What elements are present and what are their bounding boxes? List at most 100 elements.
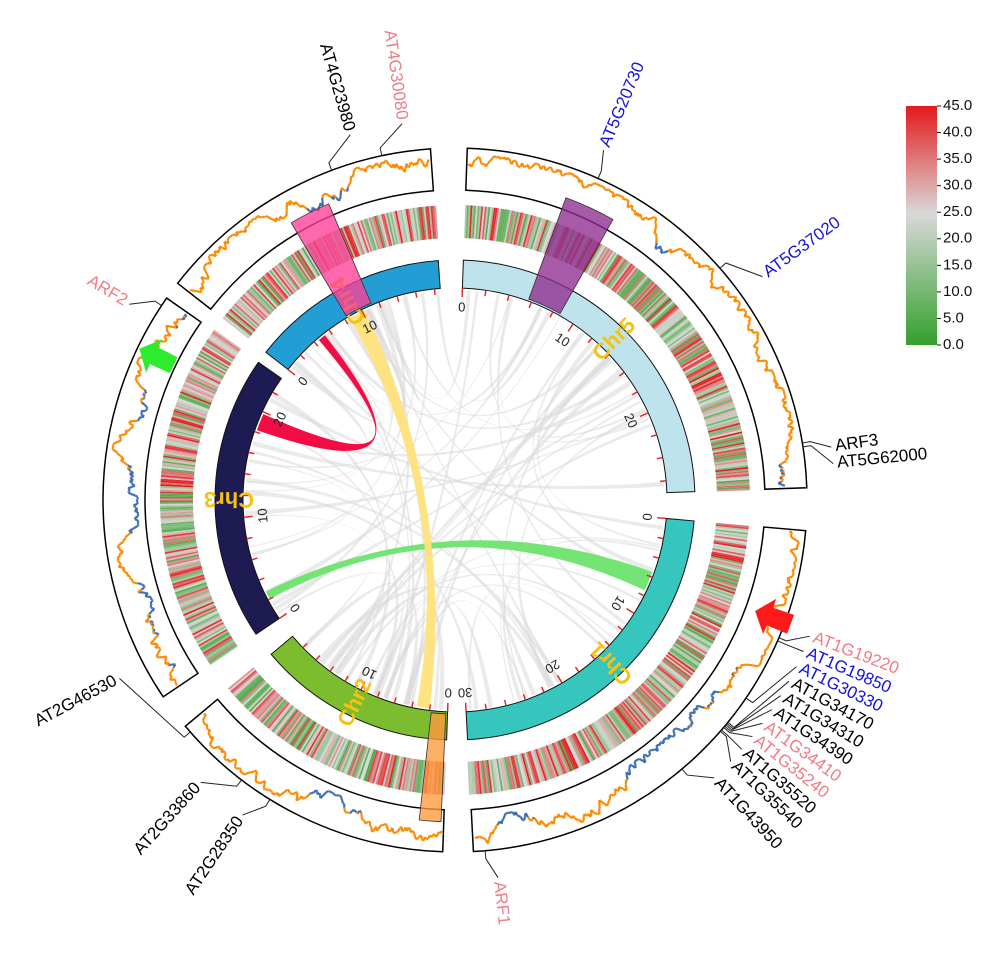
tick-label: 10 [608,593,628,613]
heatmap-cell [394,756,403,790]
heatmap-cell [632,282,657,309]
line-track-segment [785,409,788,413]
heatmap-cell [229,308,256,332]
line-track-segment [136,362,141,367]
line-track-segment [710,286,714,289]
line-track-segment [138,384,142,388]
line-track-segment [737,301,741,304]
heatmap-cell [712,445,746,454]
heatmap-cell [210,333,239,354]
line-track-segment [134,507,139,511]
line-track-segment [690,256,694,260]
heatmap-cell [418,207,424,241]
line-track-segment [260,215,264,219]
axis-tick [484,703,487,710]
heatmap-cell [178,394,211,408]
tick-label: 20 [270,410,290,429]
heatmap-cell [315,730,333,761]
line-track-segment [129,476,133,480]
axis-tick [262,410,271,416]
heatmap-cell [527,751,539,784]
heatmap-cell [699,393,731,408]
gene-label-leader [119,678,191,738]
line-track-segment [767,632,772,637]
line-track-segment [654,217,658,223]
line-track-segment [427,834,431,840]
heatmap-cell [689,616,720,633]
line-track-segment [242,772,245,776]
line-track-segment [139,367,143,371]
heatmap-cell [505,210,514,244]
heatmap-cell [353,745,367,778]
heatmap-cell [425,206,431,240]
line-track-segment [224,758,228,761]
line-track-segment [747,316,751,319]
heatmap-cell [714,463,748,470]
line-track-segment [238,767,242,770]
line-track-segment [660,251,664,254]
line-track-segment [218,245,223,249]
heatmap-cell [329,737,346,768]
background-link [502,554,651,701]
line-track-segment [155,654,159,658]
line-track-segment [144,591,149,595]
heatmap-cell [679,633,710,652]
line-track-segment [628,768,631,773]
heatmap-cell [521,214,532,247]
line-track-segment [790,435,793,439]
tick-label: 10 [255,508,271,524]
line-track-segment [555,815,559,819]
line-track-segment [763,652,767,656]
heatmap-cell [647,676,673,701]
heatmap-cell [305,726,324,756]
heatmap-cell [507,210,516,244]
line-track-segment [175,320,179,324]
line-track-segment [365,166,369,169]
heatmap-cell [697,598,729,613]
line-track-segment [742,308,746,312]
line-track-segment [165,328,170,334]
heatmap-cell [536,219,549,252]
heatmap-cell [166,555,200,565]
line-track-segment [155,642,159,646]
line-track-segment [121,433,126,437]
heatmap-cell [709,559,743,569]
line-track-segment [778,465,783,469]
heatmap-cell [714,533,748,541]
heatmap-cell [356,746,370,779]
heatmap-cell [709,560,742,571]
heatmap-cell [662,320,690,342]
heatmap-cell [547,744,561,777]
heatmap-cell [359,748,373,780]
heatmap-cell [198,352,229,371]
gene-label-leader [724,722,763,732]
line-track-segment [733,299,738,303]
highlight-layer [290,197,614,823]
line-track-segment [549,820,553,824]
heatmap-cell [295,720,315,749]
line-track-segment [121,550,124,554]
heatmap-cell [377,752,388,786]
heatmap-cell [387,212,397,245]
heatmap-cell [167,560,201,570]
heatmap-cell [367,217,379,250]
heatmap-cell [617,704,640,732]
heatmap-cell [274,265,297,293]
heatmap-cell [655,310,683,333]
line-track-segment [697,704,702,708]
line-track-segment [203,722,206,726]
heatmap-cell [545,745,559,777]
heatmap-cell [160,482,194,486]
heatmap-cell [160,494,194,498]
heatmap-cell [661,659,689,682]
heatmap-cell [258,279,282,305]
line-track-segment [347,183,351,187]
line-track-segment [408,828,413,833]
line-track-segment [322,193,325,197]
heatmap-cell [267,270,290,298]
line-track-segment [757,356,761,360]
line-track-segment [407,164,411,169]
heatmap-cell [692,609,724,625]
heatmap-cell [573,732,591,764]
